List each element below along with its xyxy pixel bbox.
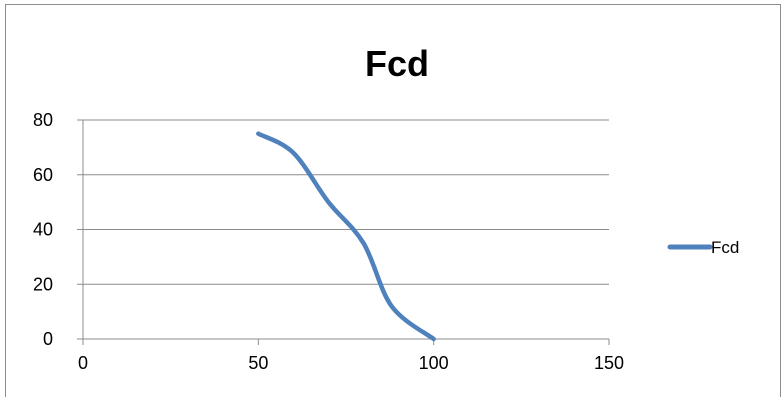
legend-label: Fcd (711, 238, 739, 257)
x-tick-label: 50 (248, 353, 268, 373)
y-tick-label: 60 (33, 165, 53, 185)
y-tick-label: 0 (43, 329, 53, 349)
gridlines (83, 119, 609, 285)
x-tick-label: 150 (594, 353, 624, 373)
y-tick-label: 20 (33, 274, 53, 294)
y-tick-label: 40 (33, 220, 53, 240)
series-layer (256, 131, 436, 342)
x-tick-label: 100 (419, 353, 449, 373)
legend: Fcd (667, 238, 739, 257)
x-tick-label: 0 (78, 353, 88, 373)
tick-labels: 0 20 40 60 80 0 50 100 150 (33, 110, 624, 373)
y-tick-label: 80 (33, 110, 53, 130)
chart-border (5, 4, 781, 397)
axes (77, 119, 610, 345)
chart-title: Fcd (365, 43, 429, 84)
series-line-fcd (256, 131, 436, 342)
